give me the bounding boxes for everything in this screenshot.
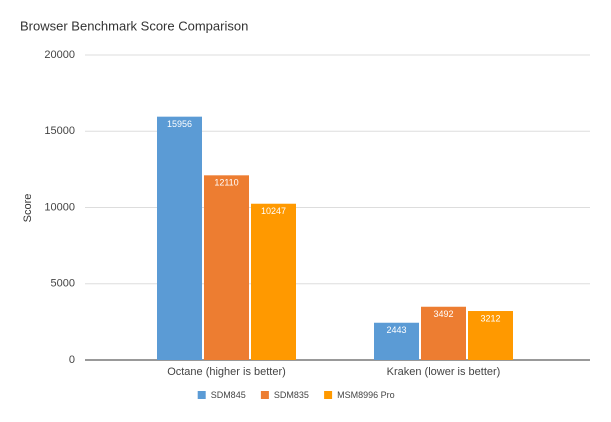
chart-title: Browser Benchmark Score Comparison bbox=[20, 18, 248, 33]
bar bbox=[374, 322, 419, 360]
y-axis-title: Score bbox=[22, 194, 34, 223]
x-tick-label: Octane (higher is better) bbox=[167, 366, 286, 378]
legend-swatch bbox=[260, 391, 269, 399]
legend-label: SDM835 bbox=[274, 390, 309, 400]
y-tick-label: 20000 bbox=[44, 49, 75, 61]
y-tick-label: 5000 bbox=[51, 278, 75, 290]
legend-label: MSM8996 Pro bbox=[337, 390, 395, 400]
y-tick-label: 10000 bbox=[44, 201, 75, 213]
value-label: 12110 bbox=[214, 178, 238, 188]
y-tick-label: 15000 bbox=[44, 125, 75, 137]
value-label: 2443 bbox=[386, 325, 406, 335]
bar bbox=[468, 311, 513, 360]
bar bbox=[251, 203, 296, 360]
value-label: 3492 bbox=[433, 309, 453, 319]
legend-swatch bbox=[197, 391, 206, 399]
bar bbox=[421, 306, 466, 360]
legend-swatch bbox=[324, 391, 333, 399]
value-label: 15956 bbox=[167, 119, 192, 129]
legend-label: SDM845 bbox=[211, 390, 246, 400]
y-tick-label: 0 bbox=[69, 354, 75, 366]
bar bbox=[157, 116, 202, 361]
x-tick-label: Kraken (lower is better) bbox=[387, 366, 501, 378]
value-label: 3212 bbox=[480, 313, 500, 323]
bar bbox=[204, 175, 249, 360]
value-label: 10247 bbox=[261, 206, 286, 216]
